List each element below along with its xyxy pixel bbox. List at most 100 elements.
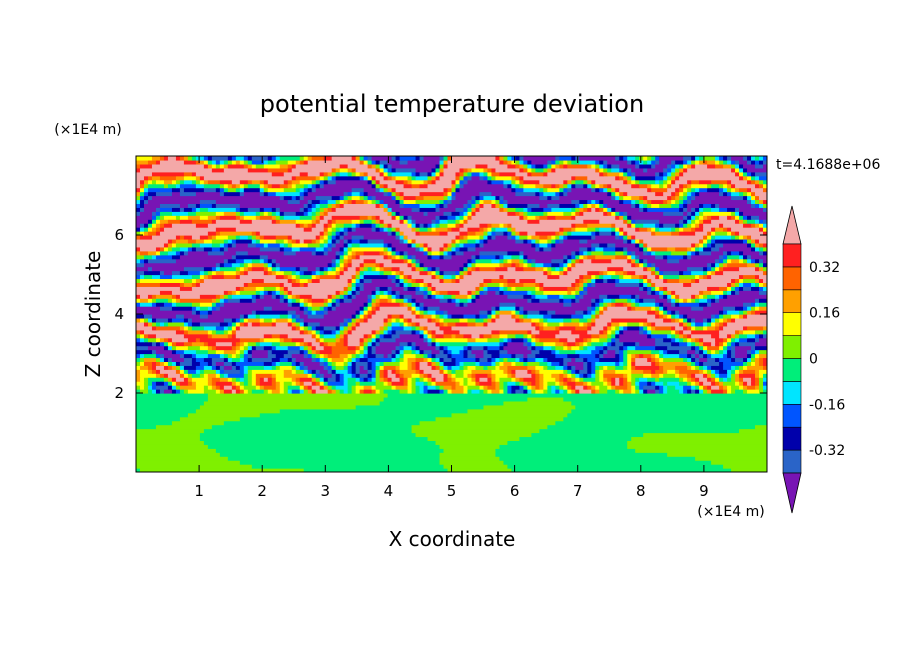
field-cell [236,255,261,260]
field-cell [272,361,277,366]
field-cell [551,243,556,248]
field-cell [276,354,285,359]
field-cell [412,381,417,386]
field-cell [248,322,253,327]
field-cell [599,160,604,165]
field-cell [136,259,141,264]
field-cell [591,334,600,339]
field-cell [224,164,229,169]
field-cell [336,176,361,181]
field-cell [304,156,309,161]
field-cell [336,377,341,382]
field-cell [260,338,265,343]
field-cell [448,290,461,295]
field-cell [503,223,508,228]
field-cell [160,271,165,276]
field-cell [659,180,664,185]
field-cell [408,282,413,287]
field-cell [264,286,277,291]
field-cell [639,275,644,280]
field-cell [591,247,596,252]
field-cell [360,357,369,362]
field-cell [635,235,703,240]
field-cell [543,389,548,394]
field-cell [452,184,457,189]
field-cell [372,290,377,295]
field-cell [539,203,548,208]
field-cell [392,156,397,161]
field-cell [396,180,405,185]
field-cell [651,322,656,327]
field-cell [607,168,612,173]
field-cell [543,282,572,287]
field-cell [559,377,564,382]
field-cell [759,176,768,181]
field-cell [336,263,341,268]
field-cell [627,385,632,390]
field-cell [703,290,712,295]
field-cell [408,243,413,248]
field-cell [144,275,153,280]
field-cell [136,164,141,169]
field-cell [727,354,732,359]
field-cell [240,346,245,351]
field-cell [452,334,457,339]
field-cell [567,263,572,268]
field-cell [723,377,728,382]
field-cell [731,373,736,378]
field-cell [719,223,724,228]
field-cell [264,294,273,299]
field-cell [455,377,464,382]
field-cell [392,298,397,303]
field-cell [432,318,437,323]
field-cell [356,373,361,378]
field-cell [587,290,648,295]
field-cell [635,389,640,394]
field-cell [707,160,716,165]
field-cell [691,188,696,193]
field-cell [663,223,676,228]
field-cell [208,271,213,276]
field-cell [679,369,700,374]
field-cell [340,298,345,303]
field-cell [300,389,305,394]
field-cell [659,354,664,359]
field-cell [228,243,233,248]
field-cell [136,401,204,406]
field-cell [615,211,620,216]
field-cell [591,318,596,323]
field-cell [396,298,405,303]
field-cell [424,302,457,307]
field-cell [531,385,536,390]
field-cell [272,350,289,355]
field-cell [743,326,748,331]
field-cell [384,223,389,228]
field-cell [292,176,297,181]
field-cell [376,259,393,264]
field-cell [356,365,361,370]
field-cell [491,278,508,283]
field-cell [743,192,748,197]
field-cell [667,381,680,386]
field-cell [424,290,429,295]
field-cell [651,326,656,331]
field-cell [384,219,401,224]
field-cell [671,231,680,236]
field-cell [448,223,457,228]
field-cell [216,381,233,386]
field-cell [739,385,744,390]
field-cell [384,255,389,260]
field-cell [555,377,560,382]
field-cell [495,227,508,232]
field-cell [184,377,189,382]
field-cell [236,243,249,248]
field-cell [579,282,584,287]
field-cell [364,306,369,311]
field-cell [212,235,217,240]
field-cell [535,215,540,220]
field-cell [176,176,185,181]
field-cell [683,219,688,224]
field-cell [180,282,185,287]
field-cell [671,227,676,232]
